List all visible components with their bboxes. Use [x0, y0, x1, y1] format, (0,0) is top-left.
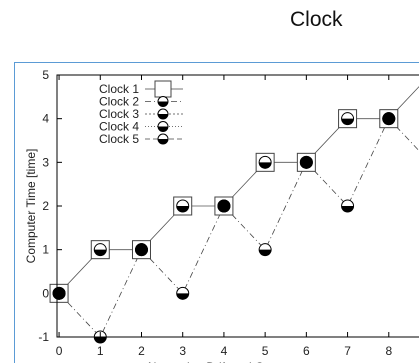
marker-fill — [341, 118, 354, 125]
marker-fill — [158, 114, 168, 119]
marker-fill — [341, 206, 354, 212]
marker-fill — [158, 101, 168, 107]
x-tick-label: 2 — [138, 344, 145, 358]
legend-marker-circle — [157, 96, 169, 107]
legend-marker-circle — [157, 108, 169, 120]
marker-fill — [176, 206, 189, 212]
marker-fill — [158, 126, 168, 132]
x-tick-label: 0 — [56, 344, 63, 358]
y-tick-label: 0 — [42, 286, 49, 300]
data-point-clock-solid — [382, 112, 396, 126]
data-point-clock-2 — [176, 286, 190, 300]
marker-fill — [94, 337, 107, 343]
marker-fill — [94, 249, 107, 256]
marker-fill — [158, 139, 168, 144]
data-point-overlay — [176, 199, 190, 213]
x-tick-label: 1 — [97, 344, 104, 358]
x-tick-label: 8 — [385, 344, 392, 358]
legend-label: Clock 2 — [99, 95, 139, 109]
y-tick-label: 1 — [42, 243, 49, 257]
y-axis-label: Computer Time [time] — [24, 149, 38, 264]
y-tick-label: 2 — [42, 199, 49, 213]
y-tick-label: -1 — [38, 330, 49, 344]
x-tick-label: 3 — [179, 344, 186, 358]
legend-marker-square — [154, 80, 172, 98]
legend-label: Clock 1 — [99, 82, 139, 96]
marker-fill — [259, 162, 272, 169]
legend-label: Clock 4 — [99, 120, 139, 134]
data-point-overlay — [258, 155, 272, 169]
legend-label: Clock 5 — [99, 132, 139, 146]
y-tick-label: 4 — [42, 112, 49, 126]
legend-marker-circle — [157, 133, 169, 145]
legend-label: Clock 3 — [99, 107, 139, 121]
series-line-2 — [58, 117, 419, 338]
marker-fill — [176, 293, 189, 300]
data-point-overlay — [341, 112, 355, 126]
data-point-clock-2 — [258, 243, 272, 257]
x-tick-label: 4 — [221, 344, 228, 358]
x-tick-label: 5 — [262, 344, 269, 358]
chart-svg: 0123456789-1012345Alternating Drift and … — [24, 68, 419, 363]
marker-fill — [259, 249, 272, 256]
x-tick-label: 7 — [344, 344, 351, 358]
data-point-clock-2 — [341, 199, 355, 213]
data-point-overlay — [93, 243, 107, 257]
chart-title: Clock — [290, 8, 343, 31]
data-point-clock-solid — [299, 155, 313, 169]
x-axis-label: Alternating Drift and Convergence — [146, 360, 327, 363]
chart-frame: 0123456789-1012345Alternating Drift and … — [14, 62, 419, 363]
x-tick-label: 6 — [303, 344, 310, 358]
y-tick-label: 3 — [42, 155, 49, 169]
legend-marker-circle — [157, 121, 169, 132]
data-point-clock-solid — [217, 199, 231, 213]
y-tick-label: 5 — [42, 68, 49, 82]
series-line-1 — [58, 86, 419, 294]
data-point-clock-solid — [134, 243, 148, 257]
